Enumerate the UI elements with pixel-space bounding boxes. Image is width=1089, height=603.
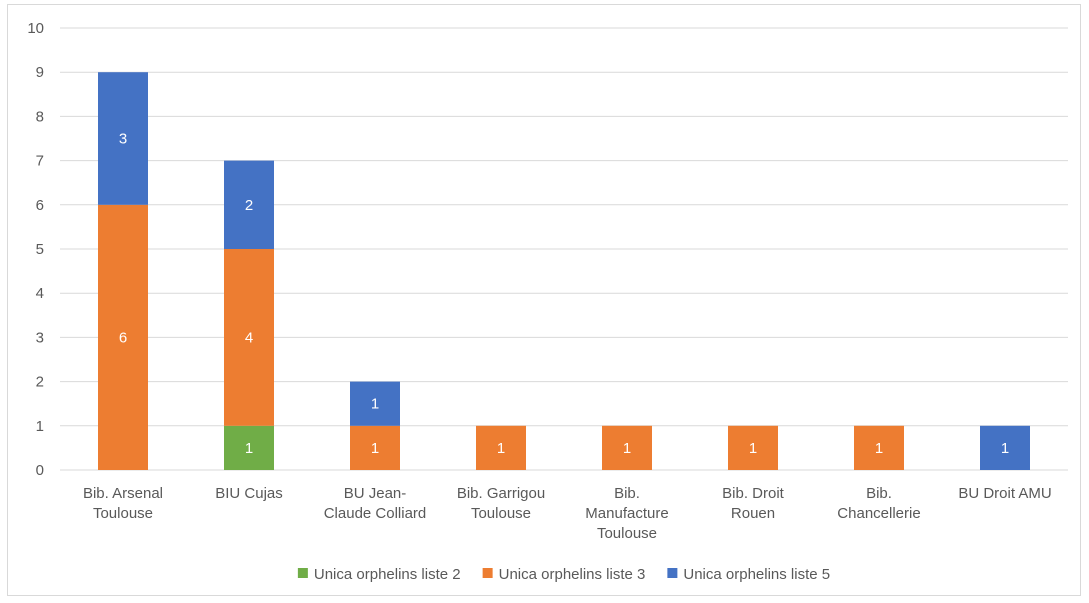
x-category-label-line: Bib. — [614, 485, 640, 502]
y-tick-label: 8 — [36, 108, 44, 125]
data-label: 3 — [119, 131, 127, 148]
legend-swatch — [482, 568, 493, 578]
y-tick-label: 4 — [36, 285, 44, 302]
x-category-label: Bib. Chancellerie — [837, 485, 920, 522]
y-tick-label: 7 — [36, 153, 44, 170]
data-labels: 6 3 1 4 2 1 1 1 1 1 1 1 — [119, 131, 1009, 457]
x-category-label-line: Chancellerie — [837, 505, 920, 522]
bar-segment — [980, 425, 1030, 470]
x-category-label: BIU Cujas — [215, 485, 283, 502]
y-axis-ticks: 0 1 2 3 4 5 6 7 8 9 10 — [27, 20, 44, 479]
data-label: 1 — [749, 440, 757, 457]
bar-segment — [98, 204, 148, 471]
bar-segment — [476, 425, 526, 470]
x-category-label-line: BIU Cujas — [215, 485, 283, 502]
bar-segment — [224, 425, 274, 470]
bar-segment — [98, 72, 148, 205]
bar-segment — [602, 425, 652, 470]
bar-segment — [350, 381, 400, 426]
y-tick-label: 0 — [36, 462, 44, 479]
x-category-label-line: Bib. Arsenal — [83, 485, 163, 502]
bar-segment — [350, 425, 400, 470]
data-label: 1 — [1001, 440, 1009, 457]
legend-item: Unica orphelins liste 5 — [667, 566, 830, 583]
x-category-label-line: BU Jean- — [344, 485, 407, 502]
y-tick-label: 6 — [36, 197, 44, 214]
legend-swatch — [667, 568, 678, 578]
gridlines — [60, 27, 1068, 471]
x-category-label-line: Rouen — [731, 505, 775, 522]
x-axis-categories: Bib. Arsenal Toulouse BIU Cujas BU Jean- Cla… — [83, 485, 1052, 542]
x-category-label-line: Toulouse — [597, 525, 657, 542]
chart-frame — [7, 4, 1081, 596]
y-tick-label: 1 — [36, 418, 44, 435]
bar-segment — [224, 249, 274, 426]
x-category-label-line: BU Droit AMU — [958, 485, 1051, 502]
data-label: 6 — [119, 329, 127, 346]
legend-label: Unica orphelins liste 5 — [683, 566, 830, 583]
data-label: 1 — [371, 396, 379, 413]
bars — [98, 72, 1030, 471]
data-label: 1 — [245, 440, 253, 457]
x-category-label: Bib. Garrigou Toulouse — [457, 485, 545, 522]
y-tick-label: 9 — [36, 64, 44, 81]
y-tick-label: 10 — [27, 20, 44, 37]
legend-item: Unica orphelins liste 3 — [482, 566, 646, 583]
x-category-label: BU Jean- Claude Colliard — [324, 485, 427, 522]
data-label: 1 — [875, 440, 883, 457]
legend: Unica orphelins liste 2 Unica orphelins l… — [297, 566, 830, 583]
x-category-label-line: Bib. — [866, 485, 892, 502]
bar-segment — [854, 425, 904, 470]
x-category-label-line: Claude Colliard — [324, 505, 427, 522]
data-label: 4 — [245, 329, 253, 346]
y-tick-label: 5 — [36, 241, 44, 258]
data-label: 2 — [245, 197, 253, 214]
data-label: 1 — [371, 440, 379, 457]
x-category-label: BU Droit AMU — [958, 485, 1051, 502]
x-category-label-line: Bib. Garrigou — [457, 485, 545, 502]
x-category-label-line: Manufacture — [585, 505, 668, 522]
legend-label: Unica orphelins liste 3 — [499, 566, 646, 583]
x-category-label: Bib. Manufacture Toulouse — [585, 485, 668, 542]
bar-segment — [224, 160, 274, 249]
x-category-label: Bib. Droit Rouen — [722, 485, 785, 522]
x-category-label: Bib. Arsenal Toulouse — [83, 485, 163, 522]
data-label: 1 — [497, 440, 505, 457]
x-category-label-line: Toulouse — [471, 505, 531, 522]
y-tick-label: 3 — [36, 329, 44, 346]
legend-label: Unica orphelins liste 2 — [314, 566, 461, 583]
x-category-label-line: Bib. Droit — [722, 485, 785, 502]
x-category-label-line: Toulouse — [93, 505, 153, 522]
legend-item: Unica orphelins liste 2 — [297, 566, 461, 583]
legend-swatch — [297, 568, 308, 578]
y-tick-label: 2 — [36, 374, 44, 391]
data-label: 1 — [623, 440, 631, 457]
bar-segment — [728, 425, 778, 470]
